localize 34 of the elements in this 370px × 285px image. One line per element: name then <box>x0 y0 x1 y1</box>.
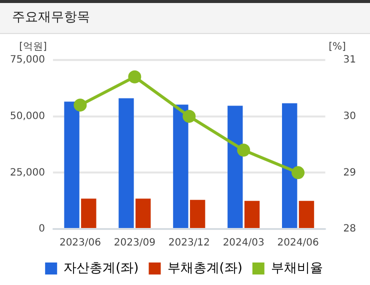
y-tick-label: 25,000 <box>10 167 45 178</box>
y2-tick-label: 28 <box>343 224 356 235</box>
bar <box>282 103 298 228</box>
x-tick-label: 2023/12 <box>168 238 210 249</box>
legend-label: 자산총계(좌) <box>64 260 139 276</box>
chart-title: 주요재무항목 <box>0 0 370 34</box>
bar <box>298 200 314 228</box>
point <box>128 70 142 84</box>
bar <box>136 198 151 228</box>
y-axis-title: [억원] <box>19 42 47 53</box>
legend-label: 부채총계(좌) <box>167 260 242 276</box>
y2-tick-label: 29 <box>343 167 356 178</box>
bar <box>118 98 134 228</box>
point <box>292 166 305 180</box>
legend-label: 부채비율 <box>270 260 323 276</box>
bar <box>173 104 188 228</box>
y-tick-label: 0 <box>38 224 45 235</box>
x-tick-label: 2024/03 <box>222 238 264 249</box>
bar <box>190 200 206 228</box>
y-tick-label: 75,000 <box>10 54 45 66</box>
bar <box>244 200 260 228</box>
y2-tick-label: 30 <box>343 110 356 122</box>
y2-tick-label: 31 <box>343 54 356 66</box>
x-tick-label: 2023/09 <box>114 238 156 249</box>
point <box>237 144 250 157</box>
point <box>74 98 87 112</box>
bar <box>81 198 96 228</box>
x-tick-label: 2023/06 <box>59 238 101 249</box>
x-tick-label: 2024/06 <box>277 238 319 249</box>
y-tick-label: 50,000 <box>10 110 45 122</box>
bar <box>64 102 80 228</box>
bar <box>228 106 243 228</box>
y2-axis-title: [%] <box>328 42 346 53</box>
point <box>182 110 196 123</box>
